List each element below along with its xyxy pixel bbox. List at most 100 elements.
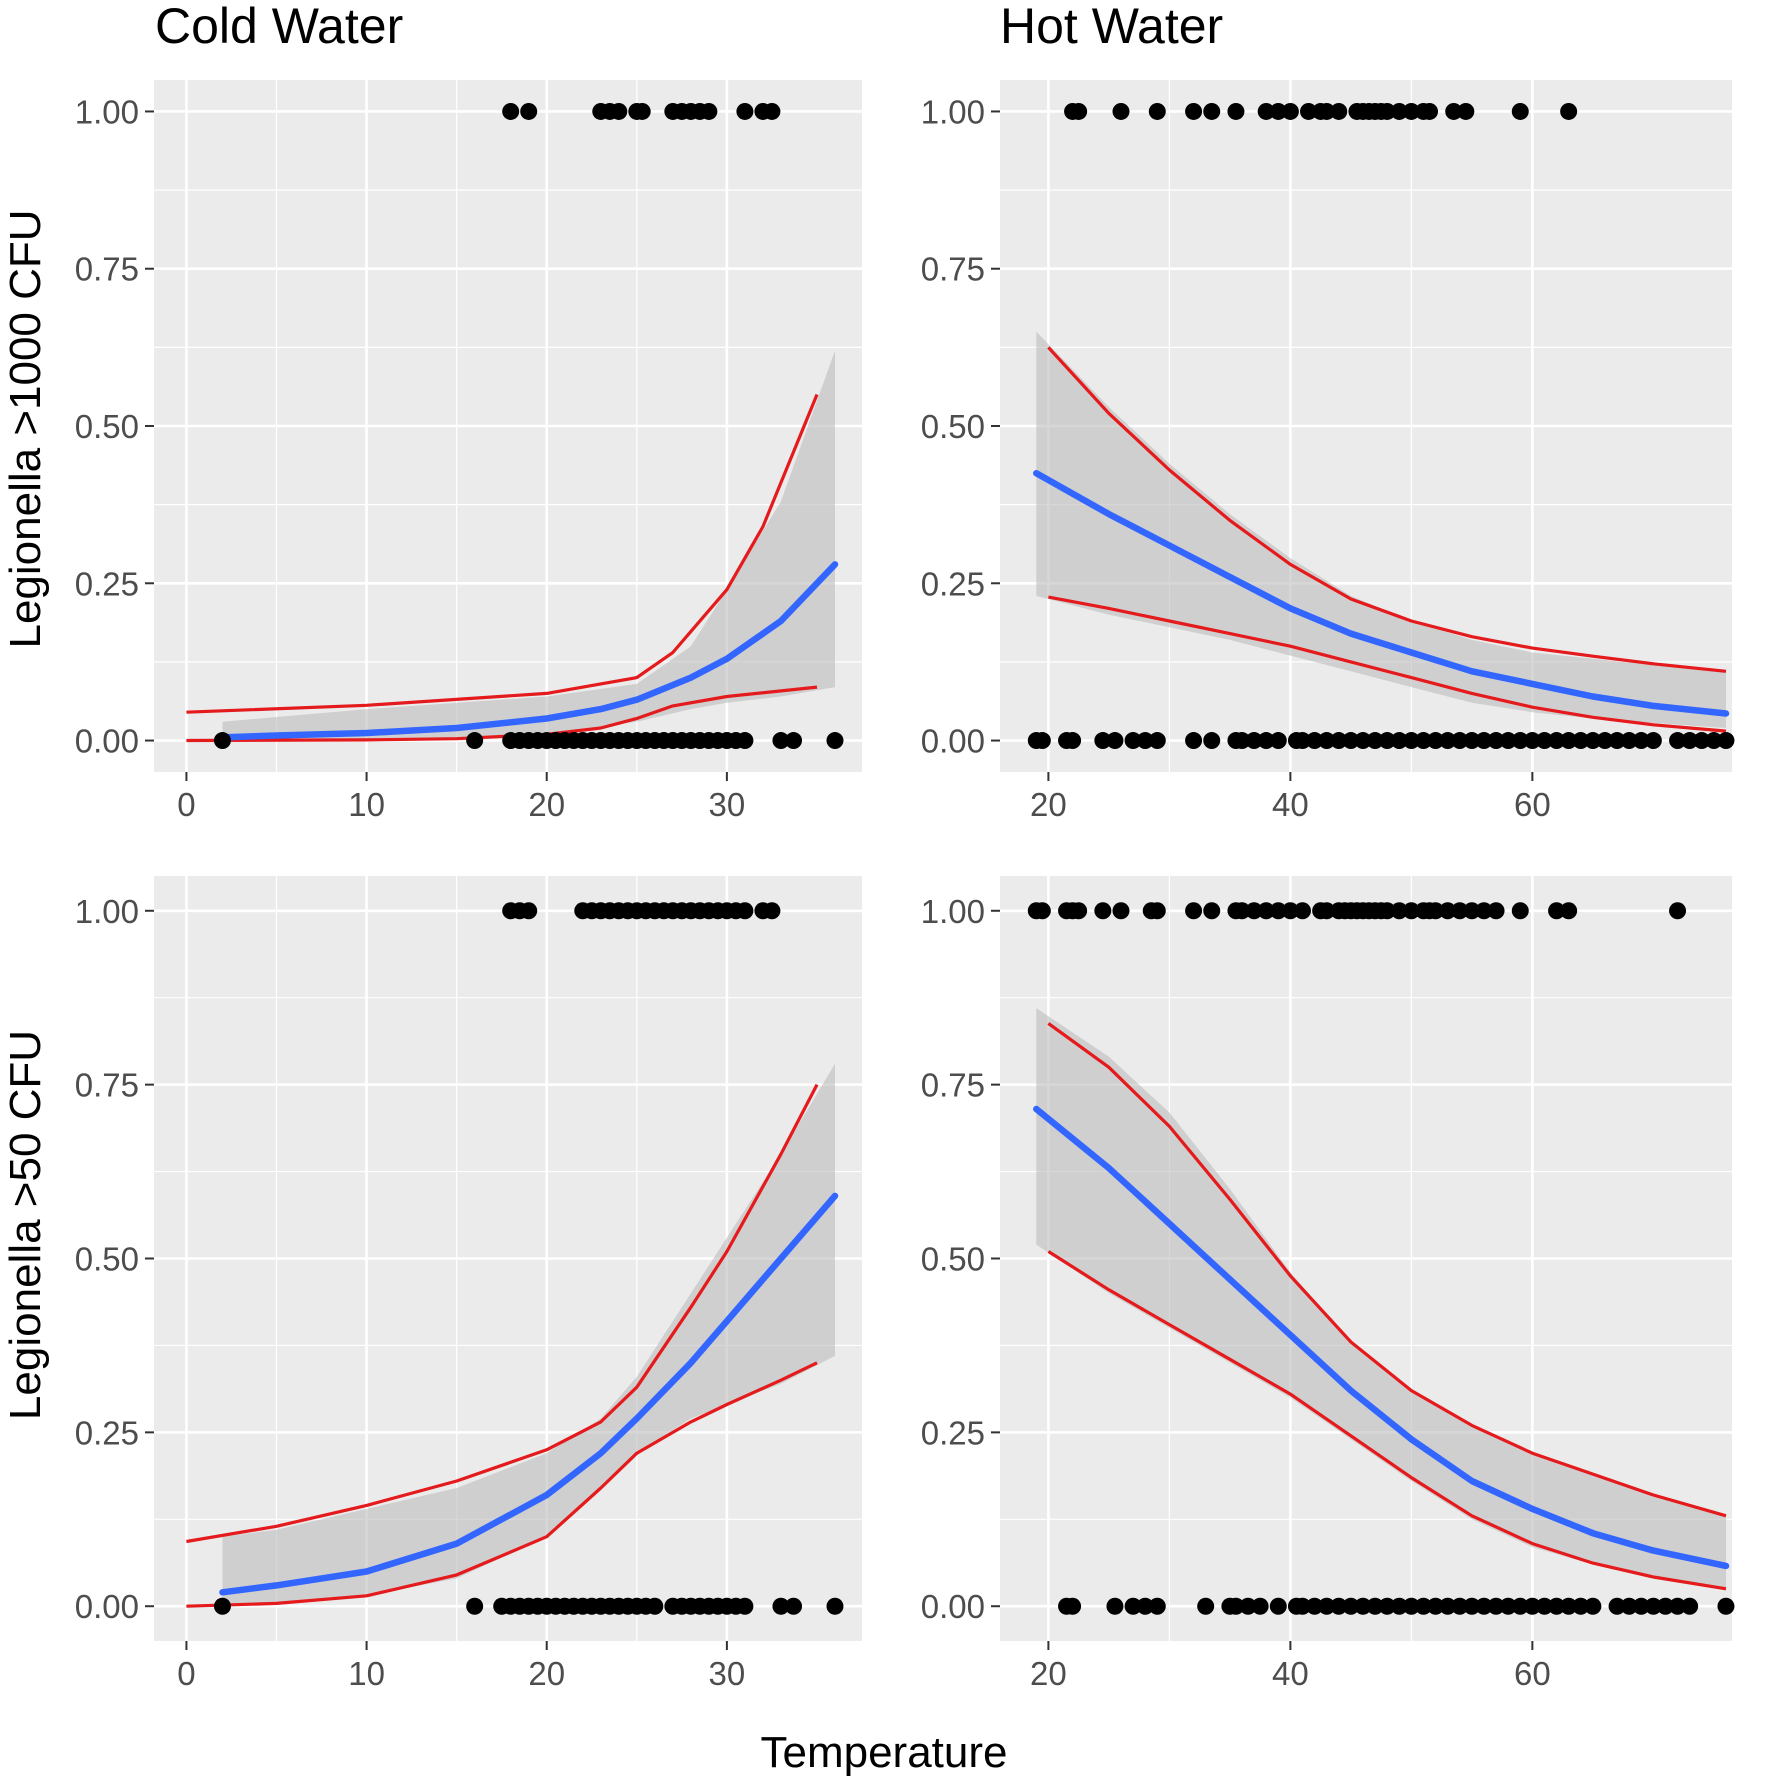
data-point (633, 102, 651, 120)
data-point (1475, 1597, 1493, 1615)
data-point (1318, 732, 1336, 750)
data-point (1094, 732, 1112, 750)
y-tick-label: 0.75 (921, 1067, 985, 1104)
data-point (1203, 902, 1221, 920)
alt-ci-upper-line (1047, 1022, 1727, 1518)
data-point (1560, 102, 1578, 120)
data-point (1445, 102, 1463, 120)
data-point (763, 102, 781, 120)
data-point (1227, 102, 1245, 120)
data-point (520, 102, 538, 120)
data-point (1112, 902, 1130, 920)
data-point (1487, 1597, 1505, 1615)
y-tick-label: 0.00 (75, 723, 139, 760)
data-point (646, 1597, 664, 1615)
column-title-cold: Cold Water (155, 0, 403, 54)
data-point (1136, 1597, 1154, 1615)
x-tick-label: 40 (1272, 1655, 1309, 1692)
data-point (1475, 902, 1493, 920)
data-point (1511, 1597, 1529, 1615)
y-tick-label: 0.50 (75, 408, 139, 445)
data-point (1293, 1597, 1311, 1615)
data-point (1185, 102, 1203, 120)
data-point (1572, 732, 1590, 750)
data-point (1463, 1597, 1481, 1615)
data-point (1548, 1597, 1566, 1615)
data-point (1548, 902, 1566, 920)
data-point (1451, 732, 1469, 750)
data-point (1269, 732, 1287, 750)
data-point (1402, 102, 1420, 120)
x-tick-label: 20 (1030, 786, 1067, 823)
data-point (1378, 732, 1396, 750)
data-point (1487, 732, 1505, 750)
data-point (466, 1597, 484, 1615)
y-tick-label: 0.25 (921, 565, 985, 602)
data-point (1257, 732, 1275, 750)
alt-ci-lower-line (1047, 1250, 1727, 1591)
row-ylabel-1000: Legionella >1000 CFU (1, 209, 50, 648)
data-point (1511, 902, 1529, 920)
panel-cold-1000: 0.00 0.25 0.50 0.75 1.00 0 10 20 30 (75, 80, 862, 823)
data-point (1269, 1597, 1287, 1615)
data-point (1511, 732, 1529, 750)
y-tick-label: 1.00 (75, 93, 139, 130)
data-point (1620, 732, 1638, 750)
data-point (1378, 902, 1396, 920)
data-point (1306, 1597, 1324, 1615)
data-point (1239, 1597, 1257, 1615)
data-point (1644, 1597, 1662, 1615)
y-tick-label: 1.00 (921, 93, 985, 130)
x-tick-label: 20 (528, 1655, 565, 1692)
data-point (1330, 1597, 1348, 1615)
data-point (826, 1597, 844, 1615)
data-point (1457, 102, 1475, 120)
data-point (1281, 102, 1299, 120)
data-point (1330, 102, 1348, 120)
data-point (736, 1597, 754, 1615)
data-point (1245, 902, 1263, 920)
y-tick-label: 0.00 (75, 1588, 139, 1625)
data-point (763, 902, 781, 920)
x-tick-label: 0 (177, 786, 195, 823)
data-point (1693, 732, 1711, 750)
data-point (1106, 732, 1124, 750)
y-tick-label: 0.50 (921, 1241, 985, 1278)
data-point (1148, 1597, 1166, 1615)
data-point (1203, 732, 1221, 750)
y-tick-label: 0.00 (921, 723, 985, 760)
data-point (1227, 1597, 1245, 1615)
data-point (1681, 732, 1699, 750)
data-point (1427, 1597, 1445, 1615)
data-point (1535, 1597, 1553, 1615)
data-point (1463, 902, 1481, 920)
alt-ci-upper-line (186, 1083, 819, 1544)
y-tick-label: 0.50 (75, 1241, 139, 1278)
x-tick-label: 60 (1514, 786, 1551, 823)
data-point (1535, 732, 1553, 750)
data-point (1390, 102, 1408, 120)
data-point (1354, 732, 1372, 750)
y-tick-label: 0.75 (921, 251, 985, 288)
data-point (1293, 902, 1311, 920)
x-tick-label: 10 (348, 1655, 385, 1692)
data-point (1608, 732, 1626, 750)
data-point (772, 732, 790, 750)
y-tick-label: 0.25 (75, 565, 139, 602)
data-point (1717, 732, 1735, 750)
data-point (1342, 732, 1360, 750)
x-tick-label: 20 (528, 786, 565, 823)
data-point (1390, 902, 1408, 920)
data-point (1390, 732, 1408, 750)
data-point (1669, 902, 1687, 920)
column-title-hot: Hot Water (1000, 0, 1223, 54)
fit-line (219, 561, 839, 741)
data-point (1596, 732, 1614, 750)
data-point (1330, 732, 1348, 750)
data-point (1421, 102, 1439, 120)
data-point (213, 732, 231, 750)
data-point (700, 102, 718, 120)
x-tick-label: 10 (348, 786, 385, 823)
data-point (1632, 732, 1650, 750)
